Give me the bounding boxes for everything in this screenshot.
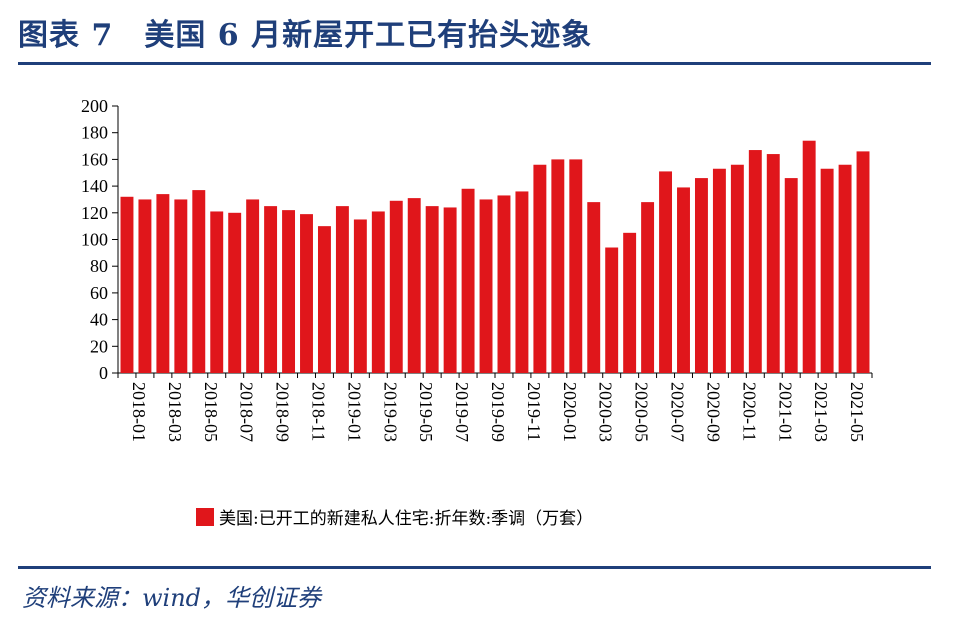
bar xyxy=(515,191,529,373)
bar xyxy=(461,188,475,373)
legend-swatch xyxy=(196,508,214,526)
bar xyxy=(174,199,188,373)
y-tick-label: 100 xyxy=(81,230,108,250)
bar xyxy=(587,202,601,373)
bar-series xyxy=(120,140,870,373)
y-tick-label: 200 xyxy=(81,96,108,116)
bar xyxy=(389,200,403,373)
y-tick-label: 0 xyxy=(99,363,108,383)
bar xyxy=(479,199,493,373)
bar xyxy=(605,247,619,373)
y-tick-label: 80 xyxy=(90,256,108,276)
y-axis: 0 20 40 60 80 100 120 140 160 180 200 xyxy=(81,96,119,383)
bar xyxy=(784,178,798,373)
bar xyxy=(748,150,762,373)
y-tick-label: 140 xyxy=(81,176,108,196)
x-tick-label: 2018-01 xyxy=(129,382,149,442)
bar xyxy=(641,202,655,373)
x-tick-label: 2021-05 xyxy=(847,382,867,442)
x-tick-label: 2018-05 xyxy=(201,382,221,442)
bar xyxy=(300,214,313,373)
bar xyxy=(766,154,780,373)
bar xyxy=(820,168,834,373)
bar xyxy=(371,211,385,373)
bar xyxy=(712,168,726,373)
bar xyxy=(120,196,134,373)
x-tick-label: 2021-01 xyxy=(775,382,795,442)
x-tick-label: 2018-07 xyxy=(237,382,257,442)
bar xyxy=(802,140,816,373)
bar xyxy=(623,232,637,373)
legend: 美国:已开工的新建私人住宅:折年数:季调（万套） xyxy=(196,508,593,529)
x-axis: 2018-01 2018-03 2018-05 2018-07 2018-09 2018-… xyxy=(117,372,873,442)
x-tick-label: 2019-07 xyxy=(452,382,472,442)
bar xyxy=(497,195,511,373)
x-tick-label: 2019-11 xyxy=(524,382,544,441)
source-note: 资料来源：wind，华创证券 xyxy=(22,584,322,612)
x-tick-label: 2020-09 xyxy=(703,382,723,442)
x-tick-label: 2018-03 xyxy=(165,382,185,442)
bar xyxy=(677,187,690,373)
x-tick-label: 2018-11 xyxy=(309,382,329,441)
bar xyxy=(425,206,439,373)
x-tick-label: 2021-03 xyxy=(811,382,831,442)
figure-title: 图表 7 美国 6 月新屋开工已有抬头迹象 xyxy=(18,18,593,53)
bar xyxy=(210,211,224,373)
bar xyxy=(443,207,457,373)
y-tick-label: 120 xyxy=(81,203,108,223)
bar xyxy=(533,164,547,373)
bar xyxy=(282,210,296,373)
legend-label: 美国:已开工的新建私人住宅:折年数:季调（万套） xyxy=(219,509,593,529)
y-tick-label: 160 xyxy=(81,149,108,169)
x-tick-label: 2020-11 xyxy=(739,382,759,441)
x-tick-label: 2020-05 xyxy=(632,382,652,442)
x-tick-label: 2018-09 xyxy=(273,382,293,442)
bar xyxy=(246,199,260,373)
y-tick-label: 60 xyxy=(90,283,108,303)
footer-rule xyxy=(18,566,931,569)
bar xyxy=(228,212,242,373)
bar xyxy=(407,198,421,373)
bar xyxy=(569,159,583,373)
bar xyxy=(730,164,744,373)
header-rule xyxy=(18,62,931,65)
bar xyxy=(156,194,170,373)
x-tick-label: 2019-05 xyxy=(416,382,436,442)
y-tick-label: 40 xyxy=(90,310,108,330)
x-tick-label: 2020-07 xyxy=(668,382,688,442)
bar xyxy=(838,164,852,373)
bar xyxy=(551,159,565,373)
x-tick-label: 2020-03 xyxy=(596,382,616,442)
bar xyxy=(856,151,870,373)
x-tick-label: 2020-01 xyxy=(560,382,580,442)
bar xyxy=(264,206,278,373)
bar xyxy=(138,199,152,373)
y-tick-label: 20 xyxy=(90,336,108,356)
bar xyxy=(317,226,331,373)
bar xyxy=(353,219,367,373)
x-tick-label: 2019-01 xyxy=(344,382,364,442)
y-tick-label: 180 xyxy=(81,123,108,143)
x-tick-label: 2019-09 xyxy=(488,382,508,442)
bar xyxy=(335,206,349,373)
bar xyxy=(659,171,673,373)
x-tick-label: 2019-03 xyxy=(380,382,400,442)
bar xyxy=(192,190,206,373)
bar xyxy=(694,178,708,373)
